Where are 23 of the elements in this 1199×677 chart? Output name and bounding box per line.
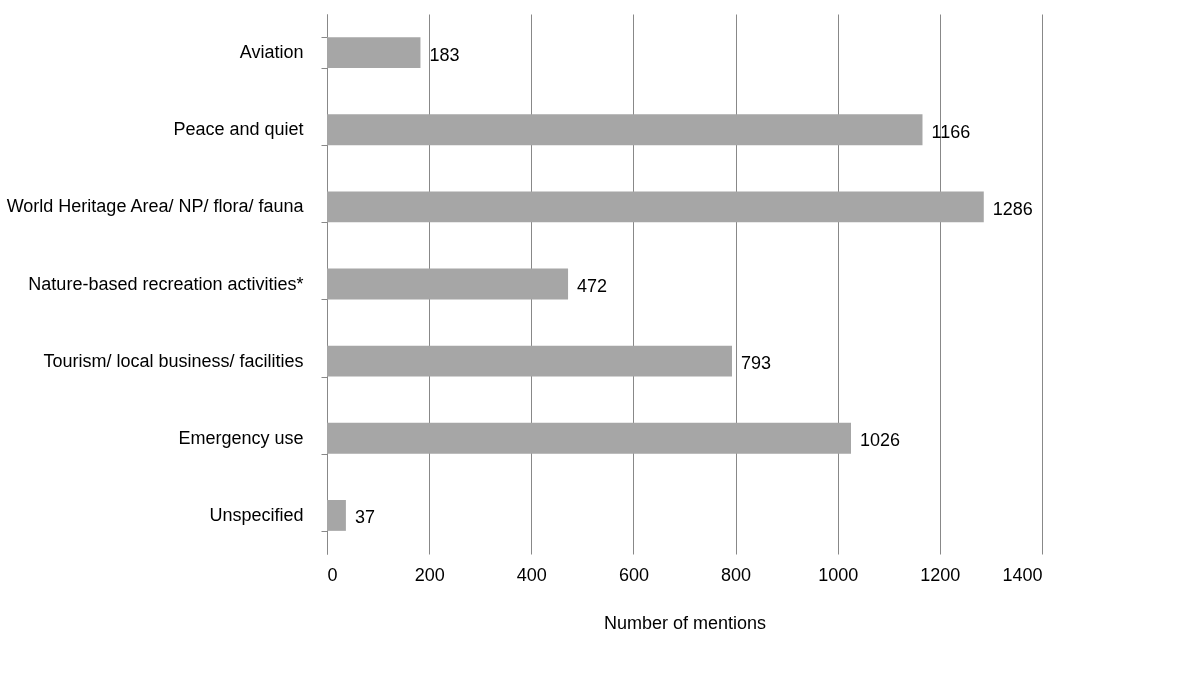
y-tick-label: World Heritage Area/ NP/ flora/ fauna	[6, 196, 305, 217]
x-tick-label: 1200	[920, 564, 961, 585]
x-tick-label: 1000	[818, 564, 859, 585]
y-tick-label: Nature-based recreation activities*	[28, 273, 304, 294]
x-tick-label: 200	[414, 564, 445, 585]
y-tick-label: Peace and quiet	[173, 119, 304, 140]
data-label: 793	[741, 353, 772, 374]
x-tick-label: 800	[721, 564, 752, 585]
data-label: 37	[354, 507, 375, 528]
data-label: 1166	[931, 121, 971, 142]
x-tick-label: 1400	[1002, 564, 1043, 585]
data-label: 1286	[992, 198, 1033, 219]
x-axis-title: Number of mentions	[603, 612, 767, 633]
x-tick-label: 0	[327, 564, 338, 585]
data-label: 472	[577, 276, 608, 296]
data-label: 1026	[859, 430, 901, 451]
data-label: 183	[429, 44, 460, 65]
x-tick-label: 400	[516, 564, 547, 585]
y-tick-label: Aviation	[239, 42, 304, 63]
y-tick-label: Emergency use	[178, 427, 304, 448]
y-tick-label: Unspecified	[209, 504, 304, 525]
x-tick-label: 600	[618, 564, 649, 585]
y-tick-label: Tourism/ local business/ facilities	[43, 350, 304, 371]
